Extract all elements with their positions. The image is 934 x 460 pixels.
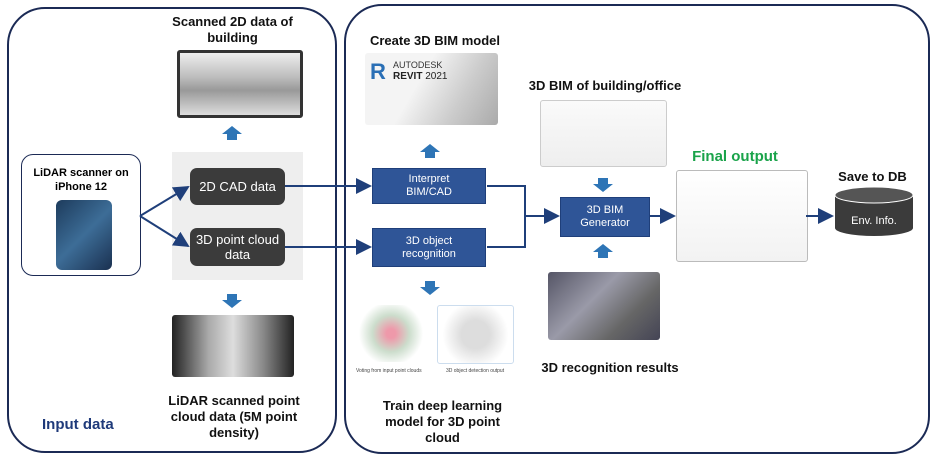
revit-product-line: REVIT 2021: [393, 71, 447, 82]
iphone-image: [56, 200, 112, 270]
revit-brand: AUTODESK: [393, 60, 443, 70]
train-caption-detection: 3D object detection output: [446, 368, 505, 374]
device-label: LiDAR scanner on iPhone 12: [33, 167, 129, 193]
db-label: Env. Info.: [851, 215, 897, 227]
training-image-detection: [437, 305, 514, 364]
final-output-image: [676, 170, 808, 262]
training-image-voting: [355, 305, 427, 362]
revit-product: REVIT: [393, 71, 423, 82]
save-db-label: Save to DB: [838, 169, 907, 184]
recognition-results-image: [548, 272, 660, 340]
down-arrow-icon: [222, 294, 242, 308]
node-interpret-bim-cad: Interpret BIM/CAD: [372, 168, 486, 204]
create-bim-label: Create 3D BIM model: [369, 33, 501, 48]
node-2d-cad: 2D CAD data: [190, 168, 285, 205]
point-cloud-image: [172, 315, 294, 377]
scanned-pc-label: LiDAR scanned point cloud data (5M point…: [168, 393, 300, 440]
revit-logo-icon: R: [370, 59, 386, 84]
up-arrow-icon: [593, 244, 613, 258]
bim-building-image: [540, 100, 667, 167]
input-panel-title: Input data: [42, 416, 114, 433]
database-icon: [834, 186, 914, 236]
scanned-2d-label: Scanned 2D data of building: [172, 14, 293, 45]
revit-version: 2021: [425, 71, 448, 82]
down-arrow-icon: [593, 178, 613, 192]
final-output-label: Final output: [692, 148, 778, 165]
train-label: Train deep learning model for 3D point c…: [382, 398, 503, 445]
node-3d-object-recognition: 3D object recognition: [372, 228, 486, 267]
up-arrow-icon: [222, 126, 242, 140]
recognition-results-label: 3D recognition results: [541, 360, 679, 375]
bim-building-label: 3D BIM of building/office: [528, 78, 682, 93]
down-arrow-icon: [420, 281, 440, 295]
arrow-device-to-cad: [139, 185, 190, 217]
scanned-2d-image: [177, 50, 303, 118]
arrow-device-to-pointcloud: [139, 215, 190, 248]
node-3d-point-cloud: 3D point cloud data: [190, 228, 285, 266]
process-panel: [344, 4, 930, 454]
revit-image: R AUTODESK REVIT 2021: [365, 53, 498, 125]
input-data-panel: [7, 7, 337, 453]
train-caption-voting: Voting from input point clouds: [356, 368, 422, 374]
up-arrow-icon: [420, 144, 440, 158]
node-3d-bim-generator: 3D BIM Generator: [560, 197, 650, 237]
line-interpret-merge: [487, 185, 526, 248]
